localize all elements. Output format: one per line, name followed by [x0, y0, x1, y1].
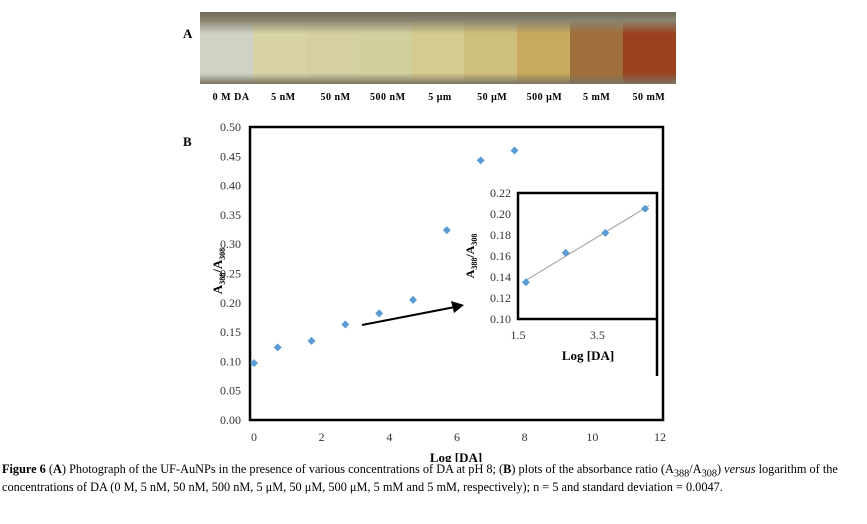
x-tick-label: 8 [522, 430, 528, 444]
x-tick-label: 4 [386, 430, 392, 444]
caption-subscript: 308 [701, 468, 717, 480]
data-point [341, 320, 350, 329]
vial [517, 12, 571, 84]
inset-y-tick-label: 0.12 [490, 291, 511, 305]
data-point [476, 156, 485, 165]
data-point [521, 278, 530, 287]
y-tick-label: 0.30 [220, 237, 241, 251]
vial [623, 12, 676, 84]
caption-text: ) [716, 462, 725, 476]
y-tick-label: 0.25 [220, 267, 241, 281]
concentration-label: 500 nM [370, 92, 406, 103]
caption-italic: versus [724, 462, 756, 476]
y-tick-label: 0.50 [220, 120, 241, 134]
y-tick-label: 0.05 [220, 384, 241, 398]
main-y-axis-title: A388/A308 [210, 248, 227, 294]
inset-series [521, 204, 650, 287]
caption-figure-label: Figure 6 [2, 462, 46, 476]
data-point [375, 309, 384, 318]
x-tick-label: 0 [251, 430, 257, 444]
caption-text: /A [689, 462, 702, 476]
inset-axis-ticks: 0.10 0.12 0.14 0.16 0.18 0.20 0.22 1.5 3.5 [490, 186, 605, 342]
vial-row [200, 12, 676, 84]
data-point [307, 336, 316, 345]
y-tick-label: 0.45 [220, 149, 241, 163]
vial [570, 12, 624, 84]
x-tick-label: 2 [319, 430, 325, 444]
concentration-label: 0 M DA [212, 92, 250, 103]
inset-y-tick-label: 0.16 [490, 249, 511, 263]
figure-caption: Figure 6 (A) Photograph of the UF-AuNPs … [2, 462, 864, 494]
caption-panel-b: B [503, 462, 512, 476]
vial [252, 12, 306, 84]
inset-trendline [521, 205, 650, 284]
x-tick-label: 6 [454, 430, 460, 444]
panel-a-label: A [183, 26, 193, 41]
vial [358, 12, 412, 84]
concentration-label: 50 mM [632, 92, 666, 103]
concentration-label: 500 μM [526, 92, 563, 103]
y-tick-label: 0.10 [220, 354, 241, 368]
main-series [250, 146, 519, 368]
vials-photograph [200, 12, 676, 84]
caption-text: ) Photograph of the UF-AuNPs in the pres… [61, 462, 504, 476]
vial [305, 12, 359, 84]
main-axis-ticks: 0.00 0.05 0.10 0.15 0.20 0.25 0.30 0.35 0.40 0.45… [220, 120, 666, 444]
y-tick-label: 0.00 [220, 413, 241, 427]
caption-text: ) plots of the absorbance ratio (A [511, 462, 674, 476]
data-point [601, 228, 610, 237]
y-tick-label: 0.15 [220, 325, 241, 339]
inset-x-axis-title: Log [DA] [562, 348, 614, 363]
data-point [409, 295, 418, 304]
data-point [250, 359, 258, 368]
inset-y-tick-label: 0.18 [490, 228, 511, 242]
caption-text: logarithm of the concentrations of DA (0… [2, 462, 838, 494]
data-point [641, 204, 650, 213]
data-point [561, 248, 570, 257]
main-x-axis-title: Log [DA] [430, 450, 482, 462]
inset-y-axis-title: A388/A308 [463, 234, 479, 279]
caption-text: ( [45, 462, 54, 476]
absorbance-ratio-chart: 0.00 0.05 0.10 0.15 0.20 0.25 0.30 0.35 0.40 0.45… [210, 120, 666, 462]
concentration-label: 5 μm [428, 92, 452, 103]
x-tick-label: 12 [654, 430, 666, 444]
y-tick-label: 0.40 [220, 179, 241, 193]
inset-background [464, 193, 657, 376]
concentration-label: 50 μM [477, 92, 508, 103]
x-tick-label: 10 [586, 430, 598, 444]
concentration-labels: 0 M DA 5 nM 50 nM 500 nM 5 μm 50 μM 500 … [205, 92, 675, 106]
inset-y-tick-label: 0.14 [490, 270, 511, 284]
arrow-line [361, 306, 456, 326]
concentration-label: 5 mM [583, 92, 611, 103]
y-tick-label: 0.35 [220, 208, 241, 222]
main-plot-frame [248, 125, 665, 422]
inset-y-tick-label: 0.20 [490, 207, 511, 221]
inset-y-tick-label: 0.10 [490, 312, 511, 326]
inset-y-tick-label: 0.22 [490, 186, 511, 200]
concentration-label: 50 nM [320, 92, 351, 103]
vial [411, 12, 465, 84]
y-tick-label: 0.20 [220, 296, 241, 310]
caption-subscript: 388 [673, 468, 690, 480]
panel-b-label: B [183, 134, 192, 149]
caption-panel-a: A [53, 462, 62, 476]
vial [464, 12, 518, 84]
inset-x-tick-label: 1.5 [511, 328, 526, 342]
data-point [273, 343, 282, 352]
vial [200, 12, 253, 84]
inset-plot-frame [516, 191, 659, 321]
data-point [442, 226, 451, 235]
arrow-head [451, 301, 464, 313]
concentration-label: 5 nM [271, 92, 296, 103]
data-point [510, 146, 519, 155]
inset-x-tick-label: 3.5 [590, 328, 605, 342]
